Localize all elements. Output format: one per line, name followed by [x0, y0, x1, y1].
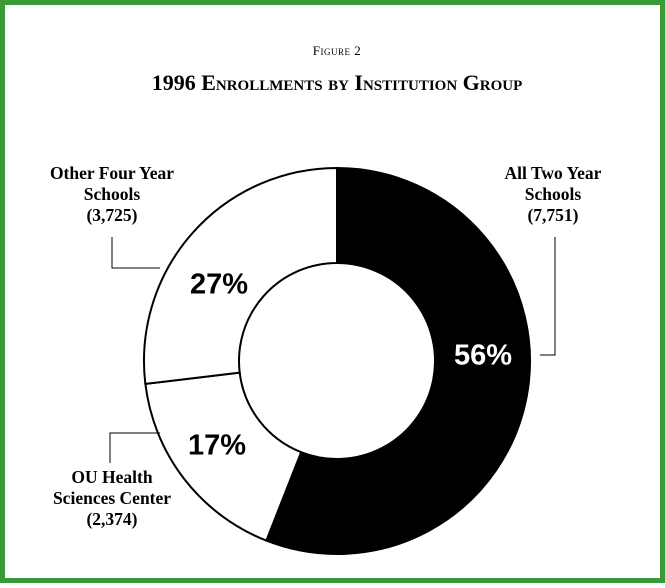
leader-line-other-four-year-schools	[111, 237, 160, 269]
category-label-all-two-year-schools: All Two Year Schools (7,751)	[505, 163, 602, 225]
percent-label-ou-health-sciences-center: 17%	[188, 430, 246, 462]
leader-lines	[109, 237, 556, 463]
slice-all-two-year-schools	[265, 166, 531, 555]
slice-labels: 56% All Two Year Schools (7,751) 17% OU Healt…	[50, 163, 602, 529]
figure-label: Figure 2	[313, 43, 361, 58]
slice-ou-health-sciences-center	[144, 371, 303, 542]
category-label-ou-health-sciences-center: OU Health Sciences Center (2,374)	[53, 467, 171, 529]
category-label-other-four-year-schools: Other Four Year Schools (3,725)	[50, 163, 174, 225]
percent-label-all-two-year-schools: 56%	[454, 340, 512, 372]
percent-label-other-four-year-schools: 27%	[190, 269, 248, 301]
chart-title: 1996 Enrollments by Institution Group	[152, 70, 523, 95]
leader-line-all-two-year-schools	[540, 237, 556, 356]
donut-chart: Figure 2 1996 Enrollments by Institution…	[50, 43, 602, 555]
leader-line-ou-health-sciences-center	[109, 432, 160, 463]
slice-other-four-year-schools	[143, 166, 338, 386]
slices-group	[143, 166, 531, 555]
